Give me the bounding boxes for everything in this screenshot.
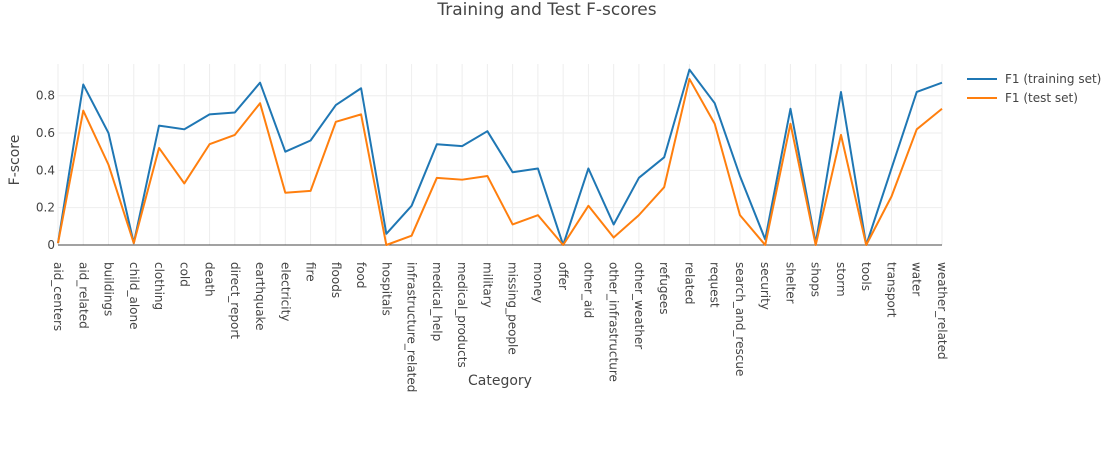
series-line-0 <box>57 68 943 246</box>
y-tick-label: 0.4 <box>36 163 55 177</box>
y-tick-label: 0 <box>47 238 55 252</box>
x-tick-label: tools <box>859 262 873 291</box>
series-lines <box>57 68 943 246</box>
y-axis-ticks: 0 0.2 0.4 0.6 0.8 <box>36 89 55 252</box>
x-tick-label: buildings <box>102 262 116 316</box>
x-tick-label: offer <box>556 262 570 290</box>
x-tick-label: hospitals <box>379 262 393 316</box>
x-axis-ticks: aid_centers aid_related buildings child_alo… <box>51 262 949 392</box>
x-tick-label: medical_products <box>455 262 469 368</box>
x-tick-label: shops <box>809 262 823 297</box>
x-tick-label: food <box>354 262 368 289</box>
x-axis-title: Category <box>468 373 532 389</box>
legend-label-1: F1 (test set) <box>1005 91 1078 105</box>
x-tick-label: other_weather <box>632 262 646 349</box>
x-tick-label: transport <box>884 262 898 318</box>
series-line-1 <box>57 77 943 246</box>
x-tick-label: weather_related <box>935 262 949 360</box>
x-tick-label: aid_centers <box>51 262 65 331</box>
x-tick-label: electricity <box>278 262 292 321</box>
x-tick-label: fire <box>304 262 318 282</box>
x-tick-label: security <box>758 262 772 310</box>
x-tick-label: child_alone <box>127 262 141 330</box>
x-tick-label: direct_report <box>228 262 242 339</box>
x-tick-label: other_aid <box>581 262 595 318</box>
x-tick-label: money <box>531 262 545 303</box>
x-tick-label: missing_people <box>506 262 520 355</box>
x-tick-label: request <box>708 262 722 308</box>
x-tick-label: earthquake <box>253 262 267 330</box>
x-tick-label: search_and_rescue <box>733 262 747 376</box>
x-tick-label: shelter <box>783 262 797 304</box>
x-tick-label: infrastructure_related <box>405 262 419 392</box>
legend-label-0: F1 (training set) <box>1005 72 1101 86</box>
x-tick-label: cold <box>177 262 191 287</box>
y-tick-label: 0.8 <box>36 89 55 103</box>
chart-title: Training and Test F-scores <box>436 0 656 20</box>
x-tick-label: refugees <box>657 262 671 315</box>
x-tick-label: storm <box>834 262 848 297</box>
x-tick-label: medical_help <box>430 262 444 341</box>
y-tick-label: 0.6 <box>36 126 55 140</box>
legend: F1 (training set) F1 (test set) <box>967 72 1101 105</box>
x-tick-label: floods <box>329 262 343 298</box>
y-tick-label: 0.2 <box>36 201 55 215</box>
x-tick-label: military <box>480 262 494 308</box>
y-axis-title: F-score <box>7 135 23 186</box>
x-tick-label: death <box>203 262 217 297</box>
x-tick-label: water <box>910 262 924 296</box>
x-tick-label: other_infrastructure <box>607 262 621 382</box>
x-tick-label: aid_related <box>76 262 90 329</box>
x-tick-label: related <box>682 262 696 304</box>
x-tick-label: clothing <box>152 262 166 310</box>
